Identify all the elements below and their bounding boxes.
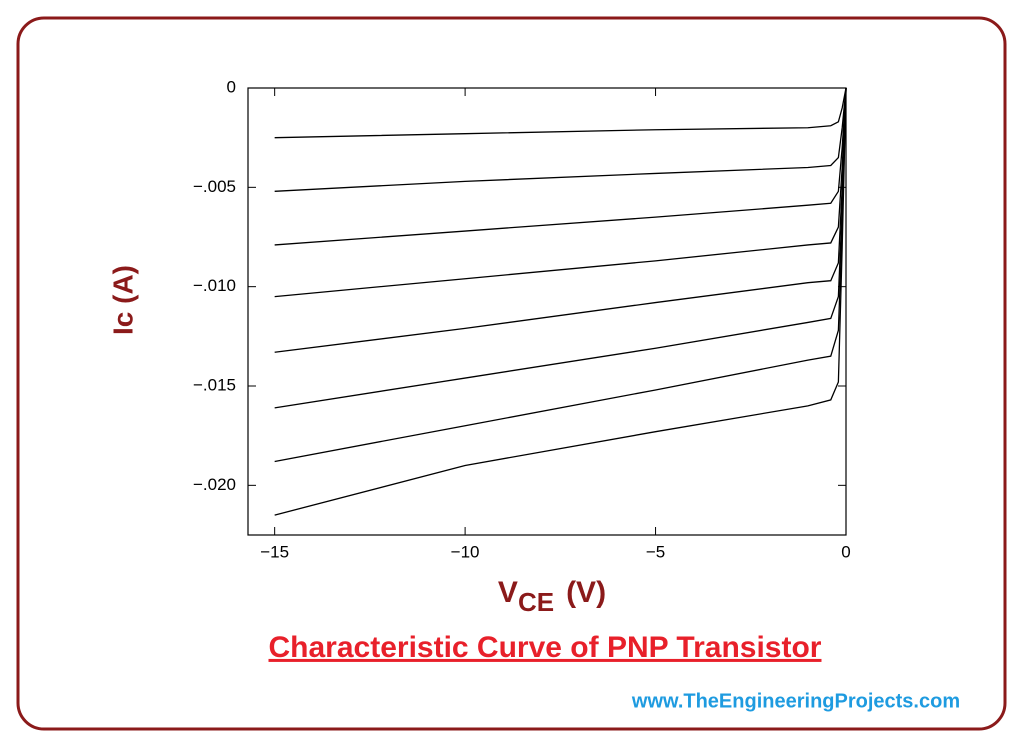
x-axis-label: VCE (V) <box>498 576 606 617</box>
y-axis-label: Ic (A) <box>107 265 138 335</box>
x-label-sub: CE <box>518 587 554 617</box>
x-label-unit: (V) <box>566 576 606 609</box>
x-tick-label: −10 <box>451 542 480 561</box>
plot-frame <box>247 87 847 536</box>
curve <box>274 87 847 353</box>
y-tick-label: −.015 <box>193 375 236 394</box>
curve <box>274 87 847 192</box>
curve <box>274 87 847 139</box>
curve <box>274 87 847 298</box>
curve <box>274 87 847 516</box>
x-tick-label: −15 <box>260 542 289 561</box>
x-label-main: V <box>498 576 518 609</box>
frame <box>16 16 1007 731</box>
watermark: www.TheEngineeringProjects.com <box>631 690 960 712</box>
y-tick-label: −.005 <box>193 177 236 196</box>
y-tick-label: −.010 <box>193 276 236 295</box>
curve <box>274 87 847 246</box>
caption: Characteristic Curve of PNP Transistor <box>269 631 822 664</box>
y-tick-label: 0 <box>227 77 236 96</box>
curve <box>274 87 847 463</box>
curve <box>274 87 847 409</box>
x-tick-label: −5 <box>646 542 665 561</box>
y-tick-label: −.020 <box>193 475 236 494</box>
x-tick-label: 0 <box>841 542 850 561</box>
